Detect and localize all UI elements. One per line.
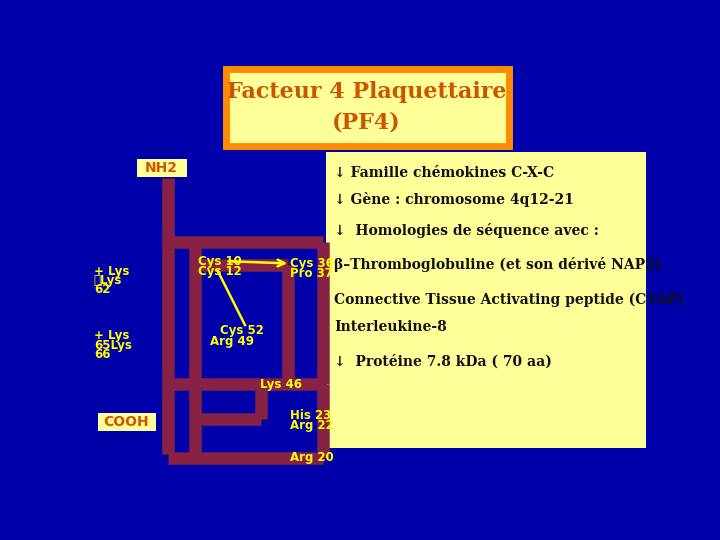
Text: Lys 46: Lys 46 xyxy=(261,378,302,391)
FancyBboxPatch shape xyxy=(225,69,508,146)
Text: Arg 20: Arg 20 xyxy=(290,451,333,464)
Text: NH2: NH2 xyxy=(145,161,178,175)
Text: Cys 10: Cys 10 xyxy=(199,255,242,268)
Text: ↓ Gène : chromosome 4q12-21: ↓ Gène : chromosome 4q12-21 xyxy=(334,192,574,207)
Text: 66: 66 xyxy=(94,348,110,361)
Text: Connective Tissue Activating peptide (CTAP): Connective Tissue Activating peptide (CT… xyxy=(334,293,684,307)
Text: + Lys: + Lys xyxy=(94,329,130,342)
FancyBboxPatch shape xyxy=(98,413,156,431)
Text: Cys 52: Cys 52 xyxy=(220,324,264,337)
Text: ⦁Lys: ⦁Lys xyxy=(94,274,122,287)
Text: ↓  Homologies de séquence avec :: ↓ Homologies de séquence avec : xyxy=(334,223,599,238)
Text: + Lys: + Lys xyxy=(94,265,130,278)
Text: Pro 37: Pro 37 xyxy=(290,267,333,280)
FancyBboxPatch shape xyxy=(137,159,187,177)
FancyBboxPatch shape xyxy=(326,152,646,448)
Text: Cys 12: Cys 12 xyxy=(199,265,242,278)
Text: His 23: His 23 xyxy=(290,409,331,422)
Text: 62: 62 xyxy=(94,283,110,296)
Text: β–Thromboglobuline (et son dérivé NAP2): β–Thromboglobuline (et son dérivé NAP2) xyxy=(334,258,662,273)
Text: Facteur 4 Plaquettaire
(PF4): Facteur 4 Plaquettaire (PF4) xyxy=(227,81,506,133)
Text: Interleukine-8: Interleukine-8 xyxy=(334,320,447,334)
Text: Arg 22: Arg 22 xyxy=(290,418,333,431)
Text: COOH: COOH xyxy=(104,415,149,429)
Text: Arg 49: Arg 49 xyxy=(210,335,254,348)
Text: Cys 36: Cys 36 xyxy=(290,257,334,270)
Text: ↓ Famille chémokines C-X-C: ↓ Famille chémokines C-X-C xyxy=(334,166,554,180)
Text: 65Lys: 65Lys xyxy=(94,339,132,352)
Text: ↓  Protéine 7.8 kDa ( 70 aa): ↓ Protéine 7.8 kDa ( 70 aa) xyxy=(334,354,552,368)
